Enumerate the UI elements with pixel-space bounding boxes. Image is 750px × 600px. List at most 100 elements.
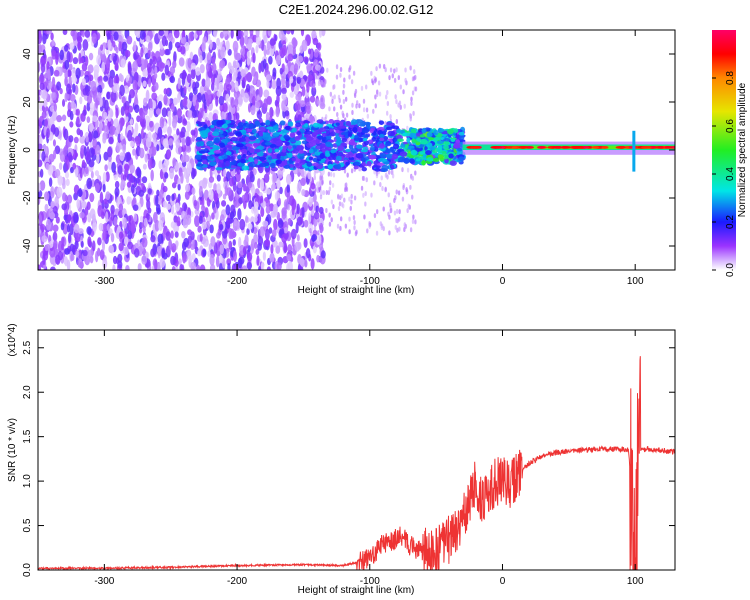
heatmap-cell <box>345 112 349 118</box>
heatmap-cell <box>336 163 342 170</box>
heatmap-cell <box>228 240 233 250</box>
heatmap-cell <box>68 135 74 143</box>
heatmap-cell <box>233 89 240 99</box>
heatmap-cell <box>61 99 66 107</box>
heatmap-cell <box>266 40 271 51</box>
heatmap-cell <box>182 98 188 107</box>
heatmap-cell <box>391 125 400 130</box>
heatmap-cell <box>275 159 283 165</box>
heatmap-cell <box>190 62 196 70</box>
heatmap-cell <box>353 225 356 231</box>
heatmap-cell <box>274 148 280 153</box>
heatmap-cell <box>560 145 572 149</box>
heatmap-cell <box>340 142 348 147</box>
heatmap-cell <box>167 32 174 42</box>
heatmap-cell <box>212 145 221 151</box>
heatmap-cell <box>213 30 218 38</box>
heatmap-cell <box>186 73 192 84</box>
heatmap-cell <box>266 266 271 270</box>
heatmap-cell <box>354 134 359 139</box>
heatmap-cell <box>512 145 518 149</box>
heatmap-cell <box>398 216 401 222</box>
heatmap-cell <box>87 249 94 259</box>
snr-y-multiplier: (x10^4) <box>7 323 18 356</box>
heatmap-cell <box>215 167 223 171</box>
heatmap-cell <box>392 143 400 150</box>
heatmap-cell <box>102 257 108 269</box>
heatmap-cell <box>248 200 253 210</box>
heatmap-cell <box>269 106 274 118</box>
heatmap-cell <box>146 62 152 74</box>
heatmap-cell <box>197 225 202 233</box>
heatmap-cell <box>235 132 243 137</box>
heatmap-cell <box>279 228 285 236</box>
heatmap-cell <box>406 125 409 131</box>
heatmap-cell <box>347 132 353 137</box>
heatmap-cell <box>68 63 73 71</box>
heatmap-cell <box>136 166 141 176</box>
heatmap-cell <box>102 229 107 241</box>
heatmap-cell <box>129 140 135 148</box>
heatmap-cell <box>287 218 292 226</box>
heatmap-cell <box>269 143 277 148</box>
heatmap-cell <box>216 73 223 82</box>
heatmap-cell <box>323 78 326 84</box>
heatmap-cell <box>145 137 152 148</box>
heatmap-cell <box>119 84 125 97</box>
heatmap-cell <box>196 264 201 270</box>
heatmap-cell <box>319 189 323 197</box>
heatmap-cell <box>113 174 119 181</box>
heatmap-cell <box>371 80 375 86</box>
heatmap-cell <box>365 107 369 113</box>
heatmap-cell <box>184 190 190 201</box>
heatmap-cell <box>412 110 415 116</box>
heatmap-cell <box>289 91 295 98</box>
heatmap-cell <box>277 197 282 207</box>
heatmap-cell <box>330 217 333 223</box>
heatmap-cell <box>42 90 48 100</box>
heatmap-cell <box>93 130 99 139</box>
heatmap-cell <box>255 44 259 54</box>
heatmap-cell <box>262 220 269 227</box>
heatmap-cell <box>272 125 279 130</box>
heatmap-cell <box>275 85 282 97</box>
heatmap-cell <box>90 170 94 179</box>
heatmap-cell <box>118 203 124 212</box>
heatmap-cell <box>66 224 70 233</box>
heatmap-cell <box>95 182 101 193</box>
heatmap-cell <box>38 95 41 103</box>
heatmap-cell <box>54 145 61 155</box>
heatmap-cell <box>159 47 165 57</box>
heatmap-cell <box>198 185 203 198</box>
heatmap-cell <box>315 219 318 225</box>
heatmap-cell <box>225 93 230 103</box>
heatmap-cell <box>312 122 320 128</box>
heatmap-cell <box>120 47 125 55</box>
heatmap-cell <box>450 138 456 143</box>
heatmap-cell <box>281 75 286 88</box>
heatmap-cell <box>391 153 399 160</box>
heatmap-cell <box>303 238 308 248</box>
heatmap-cell <box>376 92 379 98</box>
heatmap-cell <box>150 235 156 243</box>
spectrogram-y-tick-label: 40 <box>22 48 33 60</box>
heatmap-cell <box>403 222 407 228</box>
heatmap-cell <box>177 183 181 191</box>
heatmap-cell <box>398 226 401 232</box>
heatmap-cell <box>101 240 106 252</box>
heatmap-cell <box>185 183 191 193</box>
heatmap-cell <box>375 230 379 236</box>
heatmap-cell <box>390 146 395 151</box>
colorbar-tick-label: 0.2 <box>725 215 736 229</box>
heatmap-cell <box>297 241 302 250</box>
heatmap-cell <box>240 158 246 164</box>
heatmap-cell <box>53 149 57 160</box>
heatmap-cell <box>312 131 319 136</box>
heatmap-cell <box>165 194 171 202</box>
heatmap-cell <box>79 135 86 144</box>
heatmap-cell <box>395 218 398 224</box>
heatmap-cell <box>265 205 271 215</box>
heatmap-cell <box>159 188 164 200</box>
heatmap-cell <box>88 52 94 61</box>
heatmap-cell <box>308 148 314 154</box>
